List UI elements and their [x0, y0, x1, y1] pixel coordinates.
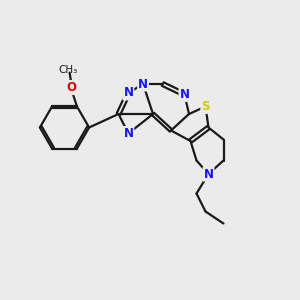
Text: S: S: [201, 100, 210, 113]
Text: O: O: [66, 81, 76, 94]
Text: O: O: [66, 81, 76, 94]
Text: N: N: [123, 86, 134, 100]
Text: N: N: [179, 88, 190, 101]
Text: N: N: [123, 127, 134, 140]
Text: N: N: [203, 167, 214, 181]
Text: CH₃: CH₃: [58, 64, 77, 75]
Text: N: N: [138, 77, 148, 91]
